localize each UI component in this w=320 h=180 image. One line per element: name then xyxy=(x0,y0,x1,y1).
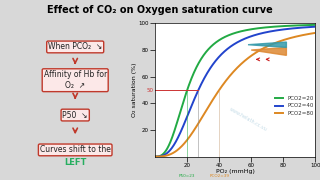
Text: When PCO₂  ↘: When PCO₂ ↘ xyxy=(48,42,102,51)
PCO2=20 xyxy=(274,26,277,28)
Legend: PCO2=20, PCO2=40, PCO2=80: PCO2=20, PCO2=40, PCO2=80 xyxy=(275,96,314,116)
PCO2=80 xyxy=(153,156,157,158)
PCO2=80 xyxy=(195,126,198,128)
Text: Curves shift to the: Curves shift to the xyxy=(40,145,111,154)
PCO2=20 xyxy=(313,24,317,26)
Text: PCO2=39: PCO2=39 xyxy=(209,174,229,178)
PCO2=40 xyxy=(153,156,157,158)
Text: LEFT: LEFT xyxy=(64,158,86,167)
PCO2=40 xyxy=(260,32,264,34)
Line: PCO2=20: PCO2=20 xyxy=(155,25,315,157)
PCO2=40 xyxy=(226,48,229,50)
PCO2=40 xyxy=(274,30,277,32)
PCO2=20 xyxy=(260,27,264,29)
Line: PCO2=80: PCO2=80 xyxy=(155,33,315,157)
PCO2=20 xyxy=(182,100,186,102)
PCO2=80 xyxy=(313,32,317,34)
Text: P50=23: P50=23 xyxy=(179,174,196,178)
Text: www.helath.cc.vu: www.helath.cc.vu xyxy=(228,106,268,132)
PCO2=20 xyxy=(195,66,198,69)
Text: Affinity of Hb for
O₂  ↗: Affinity of Hb for O₂ ↗ xyxy=(44,70,107,90)
PCO2=40 xyxy=(182,124,186,126)
PCO2=80 xyxy=(260,48,264,50)
PCO2=80 xyxy=(248,56,252,58)
X-axis label: PO₂ (mmHg): PO₂ (mmHg) xyxy=(216,169,255,174)
Text: P50  ↘: P50 ↘ xyxy=(62,111,88,120)
Polygon shape xyxy=(251,47,286,55)
PCO2=20 xyxy=(226,35,229,37)
Y-axis label: O₂ saturation (%): O₂ saturation (%) xyxy=(132,63,137,117)
Text: 50: 50 xyxy=(147,87,154,93)
PCO2=40 xyxy=(313,26,317,28)
PCO2=20 xyxy=(248,28,252,31)
Polygon shape xyxy=(248,42,286,47)
PCO2=80 xyxy=(274,42,277,44)
PCO2=40 xyxy=(248,36,252,38)
PCO2=80 xyxy=(226,78,229,80)
PCO2=40 xyxy=(195,93,198,96)
Line: PCO2=40: PCO2=40 xyxy=(155,27,315,157)
PCO2=80 xyxy=(182,143,186,145)
Text: Effect of CO₂ on Oxygen saturation curve: Effect of CO₂ on Oxygen saturation curve xyxy=(47,5,273,15)
PCO2=20 xyxy=(153,156,157,158)
